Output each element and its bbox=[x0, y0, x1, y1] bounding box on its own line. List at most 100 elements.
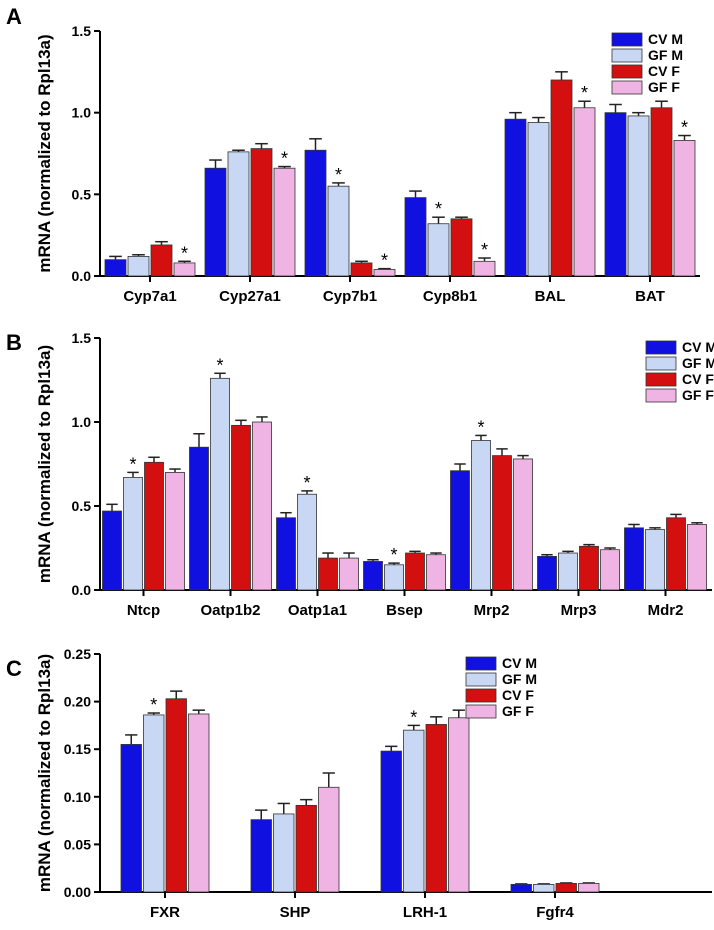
panel-c-xtick-label-fxr: FXR bbox=[150, 904, 180, 921]
panel-a-legend: CV MGF MCV FGF F bbox=[611, 31, 683, 95]
panel-a-bar-cyp8b1-cv-m bbox=[404, 197, 427, 277]
panel-a-sig-marker: * bbox=[481, 240, 488, 260]
panel-a-bar-cyp8b1-gf-f bbox=[473, 260, 496, 277]
panel-c-bar-fgfr4-cv-m bbox=[510, 883, 532, 893]
panel-c-legend-swatch-gf-f bbox=[465, 704, 497, 719]
panel-b-bar-oatp1b2-gf-m bbox=[210, 377, 230, 591]
panel-b-xtick-label-mrp2: Mrp2 bbox=[474, 602, 510, 619]
panel-a-legend-swatch-gf-f bbox=[611, 80, 643, 95]
panel-a-xtick-label-bal: BAL bbox=[535, 288, 566, 305]
panel-b-xtick-label-oatp1a1: Oatp1a1 bbox=[288, 602, 347, 619]
panel-b-legend-swatch-cv-f bbox=[645, 372, 677, 387]
panel-b-label: B bbox=[6, 330, 22, 355]
panel-b-ytick-label: 1.5 bbox=[72, 330, 92, 346]
panel-a-legend-swatch-cv-m bbox=[611, 32, 643, 47]
panel-b-xtick-label-oatp1b2: Oatp1b2 bbox=[200, 602, 260, 619]
panel-c-ytick-label: 0.05 bbox=[64, 836, 91, 852]
panel-b-bar-bsep-cv-f bbox=[405, 552, 425, 591]
panel-c-bar-lrh-1-cv-m bbox=[380, 750, 402, 893]
panel-b-bar-bsep-cv-m bbox=[363, 561, 383, 591]
panel-c-bar-fgfr4-gf-f bbox=[578, 883, 600, 893]
panel-b-bar-mdr2-gf-f bbox=[687, 524, 707, 591]
panel-a-bar-cyp8b1-gf-m bbox=[427, 223, 450, 277]
panel-b-bar-oatp1a1-cv-f bbox=[318, 557, 338, 591]
panel-a-xtick-label-cyp27a1: Cyp27a1 bbox=[219, 288, 281, 305]
panel-b-bar-mrp2-gf-m bbox=[471, 440, 491, 591]
panel-b-legend-swatch-gf-m bbox=[645, 356, 677, 371]
panel-b-sig-marker: * bbox=[390, 545, 397, 565]
panel-a-ytick-label: 1.5 bbox=[72, 23, 92, 39]
panel-a-bar-bal-gf-m bbox=[527, 122, 550, 277]
panel-b-bar-mdr2-gf-m bbox=[645, 529, 665, 591]
panel-c-xtick-label-fgfr4: Fgfr4 bbox=[536, 904, 574, 921]
panel-a-sig-marker: * bbox=[335, 165, 342, 185]
panel-c-bar-shp-gf-f bbox=[318, 786, 340, 893]
panel-a-bar-cyp27a1-gf-f bbox=[273, 167, 296, 277]
panel-a-sig-marker: * bbox=[681, 118, 688, 138]
panel-b-bar-oatp1a1-gf-f bbox=[339, 557, 359, 591]
panel-a-ylabel: mRNA (normalized to Rpl13a) bbox=[35, 34, 54, 272]
panel-c-ytick-label: 0.15 bbox=[64, 741, 91, 757]
panel-a-legend-swatch-gf-m bbox=[611, 48, 643, 63]
panel-b-sig-marker: * bbox=[477, 417, 484, 437]
panel-b-bar-bsep-gf-f bbox=[426, 554, 446, 591]
panel-c-bar-lrh-1-cv-f bbox=[425, 724, 447, 893]
panel-a-xtick-label-cyp8b1: Cyp8b1 bbox=[423, 288, 477, 305]
panel-c-bar-shp-cv-f bbox=[295, 804, 317, 893]
panel-a-bar-cyp7a1-gf-f bbox=[173, 262, 196, 277]
panel-a-ytick-label: 0.0 bbox=[72, 268, 92, 284]
panel-b-bar-mrp3-gf-m bbox=[558, 552, 578, 591]
panel-c-ylabel: mRNA (normalized to Rpl13a) bbox=[35, 654, 54, 892]
panel-a-xtick-label-cyp7b1: Cyp7b1 bbox=[323, 288, 377, 305]
panel-b-bar-mrp3-cv-f bbox=[579, 545, 599, 591]
panel-a-bar-cyp27a1-cv-f bbox=[250, 148, 273, 277]
panel-b-bar-bsep-gf-m bbox=[384, 564, 404, 591]
panel-c-bar-shp-cv-m bbox=[250, 819, 272, 893]
panel-b-legend-swatch-cv-m bbox=[645, 340, 677, 355]
panel-c-xtick-label-lrh-1: LRH-1 bbox=[403, 904, 447, 921]
panel-a-xtick-label-cyp7a1: Cyp7a1 bbox=[123, 288, 176, 305]
panel-b-bar-ntcp-cv-m bbox=[102, 510, 122, 591]
panel-c-xtick-label-shp: SHP bbox=[280, 904, 311, 921]
panel-a-sig-marker: * bbox=[581, 83, 588, 103]
panel-a-bar-bal-cv-f bbox=[550, 79, 573, 277]
panel-a-sig-marker: * bbox=[181, 243, 188, 263]
panel-b-bar-mrp3-gf-f bbox=[600, 549, 620, 591]
panel-b-bar-oatp1a1-gf-m bbox=[297, 493, 317, 591]
panel-a-legend-label-gf-m: GF M bbox=[648, 47, 683, 63]
panel-a-legend-label-gf-f: GF F bbox=[648, 79, 680, 95]
panel-b-legend-label-cv-m: CV M bbox=[682, 339, 714, 355]
panel-c-legend-label-gf-f: GF F bbox=[502, 703, 534, 719]
panel-b-legend-label-cv-f: CV F bbox=[682, 371, 714, 387]
panel-a-bar-cyp7b1-cv-m bbox=[304, 149, 327, 277]
panel-a-bar-cyp27a1-cv-m bbox=[204, 167, 227, 277]
panel-a-bar-cyp7a1-cv-m bbox=[104, 259, 127, 277]
panel-c-ytick-label: 0.00 bbox=[64, 884, 91, 900]
panel-c-bar-fgfr4-gf-m bbox=[533, 883, 555, 893]
panel-b-bar-oatp1b2-cv-m bbox=[189, 446, 209, 591]
panel-b-legend-label-gf-f: GF F bbox=[682, 387, 714, 403]
panel-a-bar-bal-cv-m bbox=[504, 118, 527, 277]
panel-a-ytick-label: 0.5 bbox=[72, 186, 92, 202]
panel-b-sig-marker: * bbox=[129, 454, 136, 474]
panel-a-legend-label-cv-m: CV M bbox=[648, 31, 683, 47]
panel-c-bar-lrh-1-gf-m bbox=[403, 729, 425, 893]
panel-a-bar-cyp7b1-gf-f bbox=[373, 269, 396, 277]
panel-a-bar-cyp7a1-cv-f bbox=[150, 244, 173, 277]
panel-c-bar-fxr-cv-f bbox=[165, 698, 187, 893]
panel-b-sig-marker: * bbox=[216, 355, 223, 375]
panel-c-bar-fxr-cv-m bbox=[120, 744, 142, 893]
panel-b-bar-mdr2-cv-f bbox=[666, 517, 686, 591]
panel-b-bar-mrp2-gf-f bbox=[513, 458, 533, 591]
panel-b-legend-swatch-gf-f bbox=[645, 388, 677, 403]
panel-b-bar-mrp2-cv-f bbox=[492, 455, 512, 591]
panel-b-sig-marker: * bbox=[303, 473, 310, 493]
panel-b-ytick-label: 1.0 bbox=[72, 414, 92, 430]
panel-a-bar-cyp7b1-cv-f bbox=[350, 262, 373, 277]
panel-b-legend-label-gf-m: GF M bbox=[682, 355, 714, 371]
panel-c-bar-fgfr4-cv-f bbox=[555, 883, 577, 893]
